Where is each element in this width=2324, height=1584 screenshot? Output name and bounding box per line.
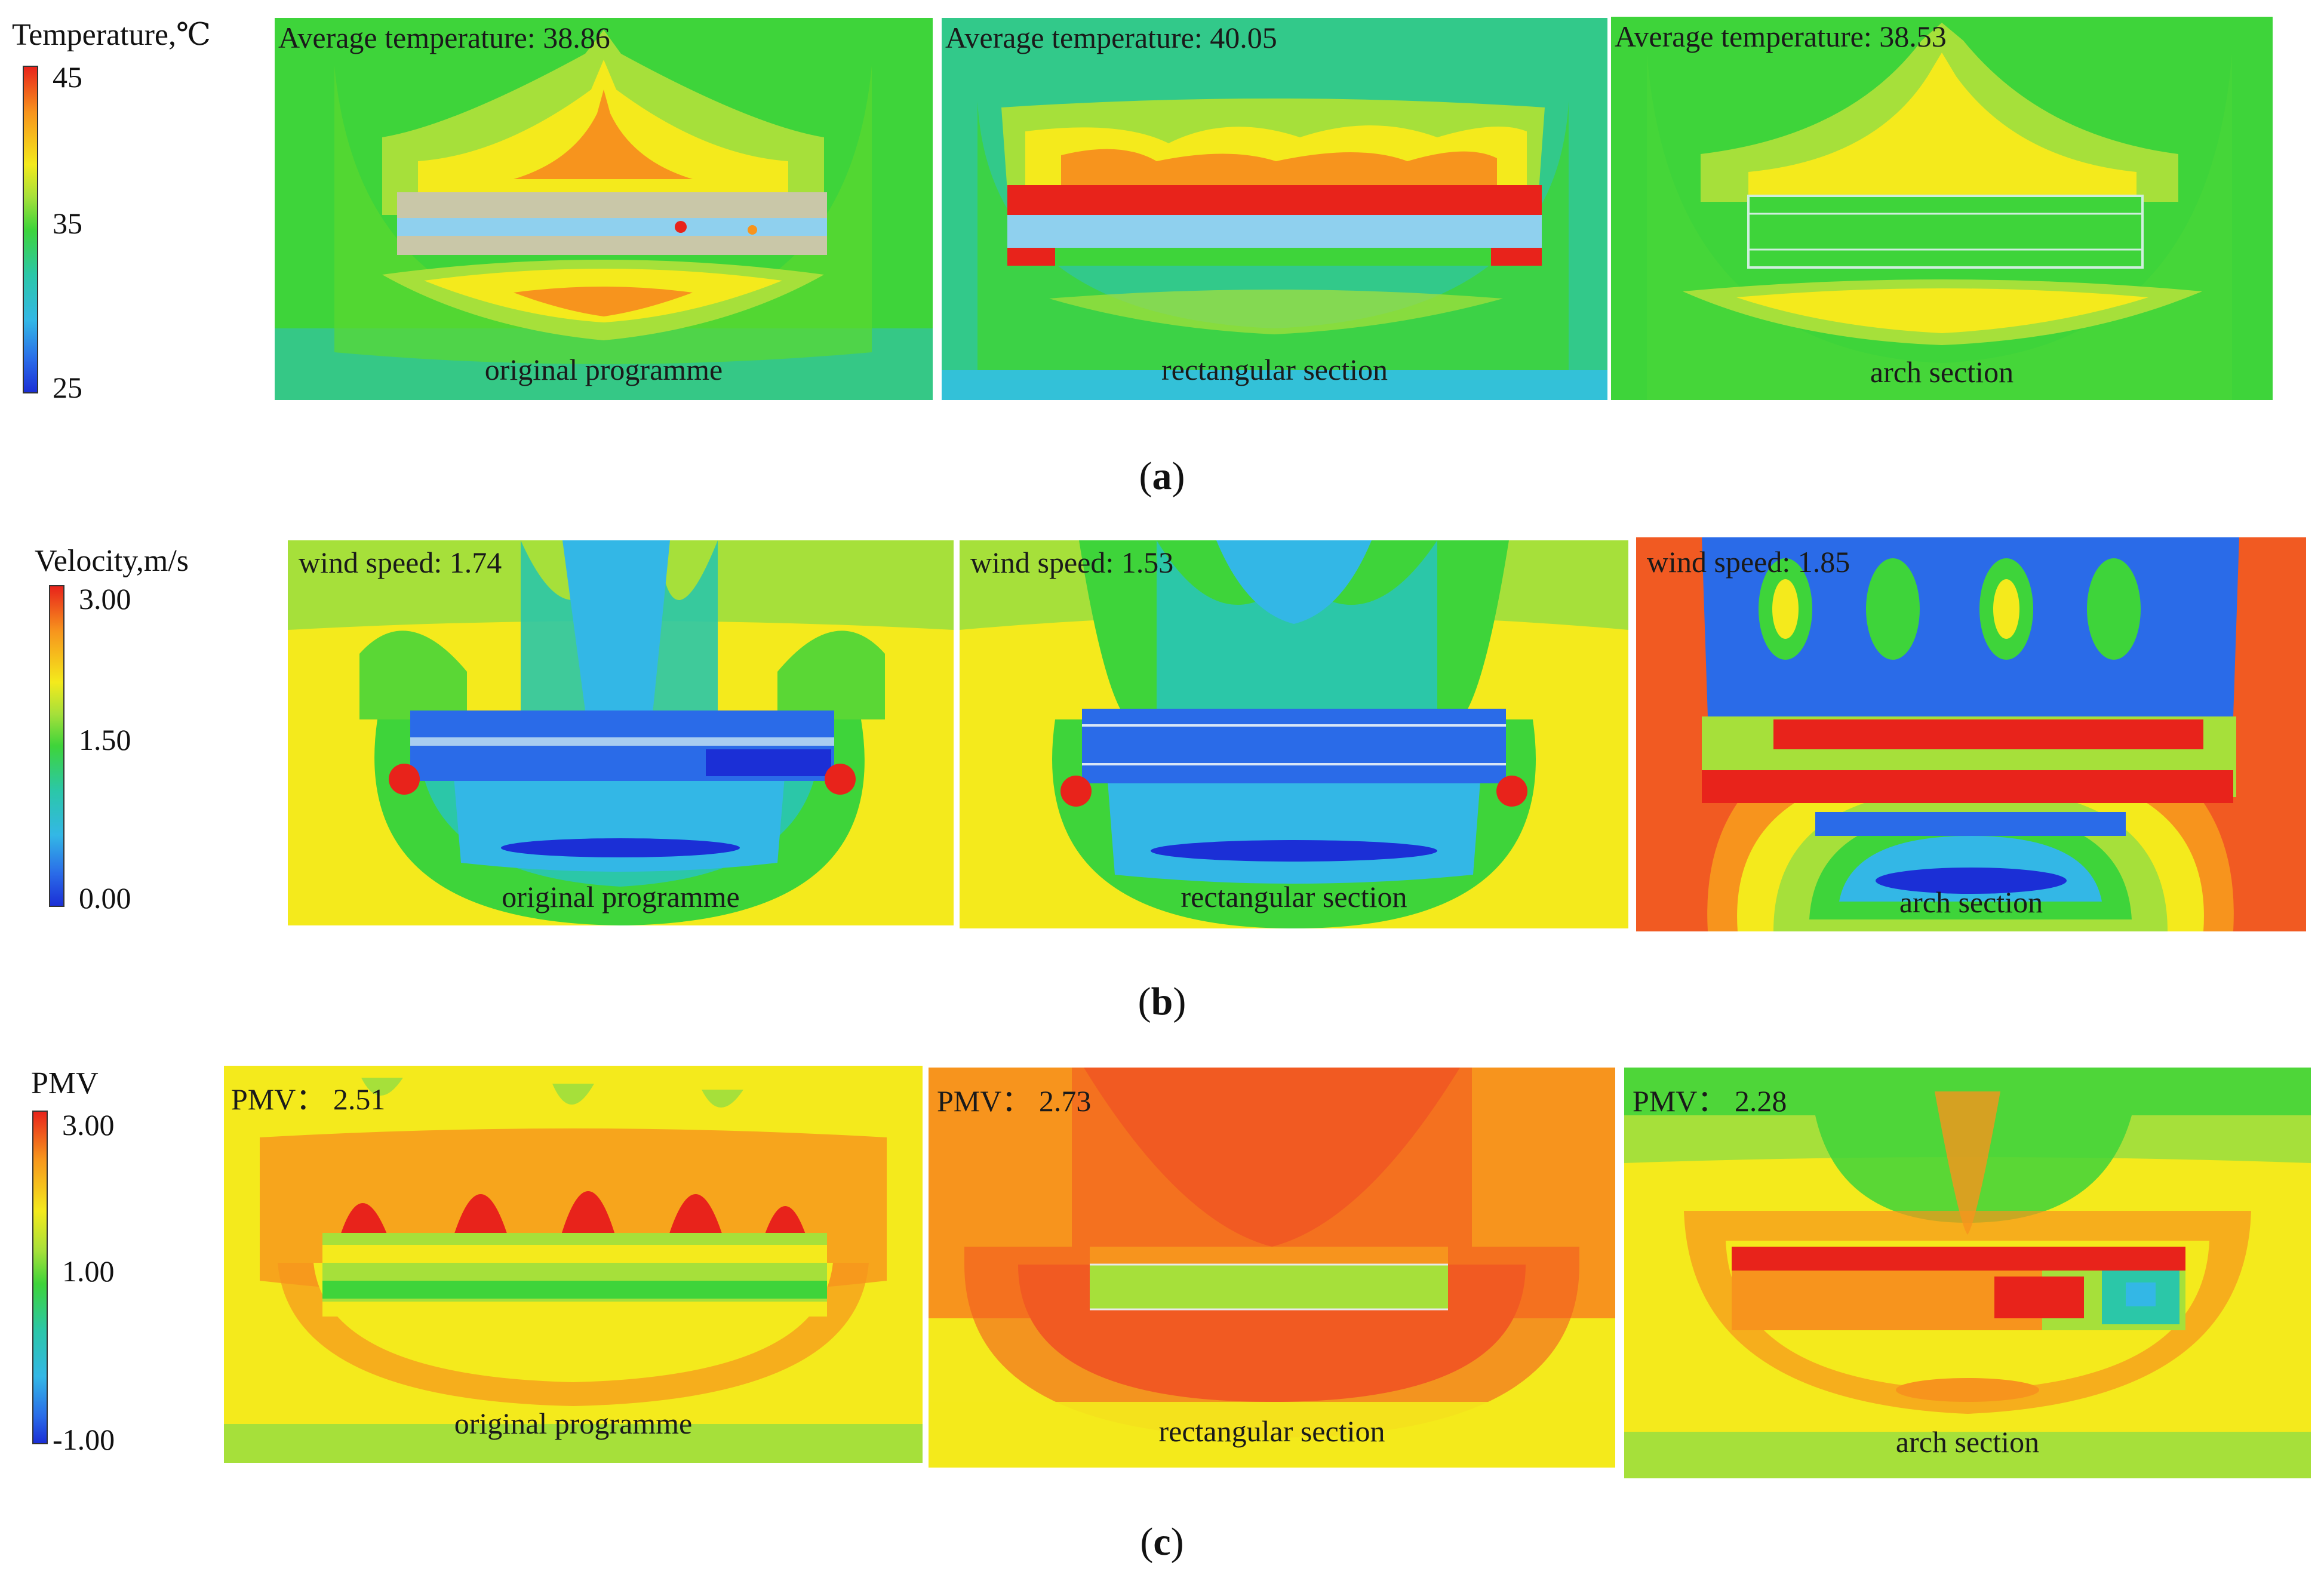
velocity-windspeed-arch: wind speed: 1.85 [1647,545,1850,579]
velocity-panel-arch: wind speed: 1.85 arch section [1636,537,2306,931]
pmv-tick-mid: 1.00 [62,1254,115,1288]
temperature-panel-name-original: original programme [484,353,723,386]
temperature-panel-name-rectangular: rectangular section [1161,353,1388,386]
temperature-panel-original: Average temperature: 38.86 original prog… [275,18,933,400]
pmv-panel-name-arch: arch section [1895,1425,2040,1459]
pmv-value-rectangular: PMV： 2.73 [937,1084,1092,1118]
velocity-tick-min: 0.00 [79,881,131,915]
temperature-average-rectangular: Average temperature: 40.05 [945,21,1277,54]
pmv-legend-title: PMV [31,1066,99,1100]
velocity-windspeed-rectangular: wind speed: 1.53 [970,546,1174,579]
temperature-average-arch: Average temperature: 38.53 [1615,20,1947,53]
caption-a: (a) [1139,454,1185,498]
pmv-tick-max: 3.00 [62,1108,115,1142]
velocity-panel-name-original: original programme [502,880,740,914]
velocity-panel-rectangular: wind speed: 1.53 rectangular section [960,540,1628,928]
temperature-field-arch [1611,17,2273,400]
temperature-average-original: Average temperature: 38.86 [278,21,610,54]
temperature-panel-arch: Average temperature: 38.53 arch section [1611,17,2273,400]
temperature-tick-min: 25 [53,371,82,404]
caption-c: (c) [1140,1520,1184,1564]
temperature-field-original [275,18,933,400]
velocity-colorbar [49,585,64,907]
velocity-tick-max: 3.00 [79,582,131,616]
pmv-panel-name-rectangular: rectangular section [1158,1414,1385,1448]
pmv-colorbar [32,1111,48,1444]
velocity-field-arch [1636,537,2306,931]
velocity-panel-original: wind speed: 1.74 original programme [288,540,954,925]
pmv-value-arch: PMV： 2.28 [1633,1084,1787,1118]
temperature-legend-title: Temperature,℃ [12,18,211,52]
temperature-field-rectangular [942,18,1607,400]
caption-b: (b) [1138,980,1186,1023]
pmv-panel-arch: PMV： 2.28 arch section [1624,1068,2311,1478]
temperature-tick-mid: 35 [53,207,82,240]
pmv-field-arch [1624,1068,2311,1478]
pmv-panel-rectangular: PMV： 2.73 rectangular section [929,1068,1615,1468]
velocity-panel-name-arch: arch section [1899,885,2043,919]
velocity-tick-mid: 1.50 [79,723,131,756]
velocity-field-original [288,540,954,925]
pmv-value-original: PMV： 2.51 [231,1082,386,1116]
temperature-panel-name-arch: arch section [1870,355,2014,389]
temperature-panel-rectangular: Average temperature: 40.05 rectangular s… [942,18,1607,400]
velocity-panel-name-rectangular: rectangular section [1181,880,1407,914]
pmv-panel-original: PMV： 2.51 original programme [224,1066,923,1463]
temperature-colorbar [23,66,38,393]
pmv-panel-name-original: original programme [454,1407,693,1440]
temperature-tick-max: 45 [53,60,82,94]
velocity-field-rectangular [960,540,1628,928]
velocity-legend-title: Velocity,m/s [35,544,189,578]
pmv-field-original [224,1066,923,1463]
pmv-tick-min: -1.00 [53,1423,115,1456]
velocity-windspeed-original: wind speed: 1.74 [299,546,502,579]
pmv-field-rectangular [929,1068,1615,1468]
